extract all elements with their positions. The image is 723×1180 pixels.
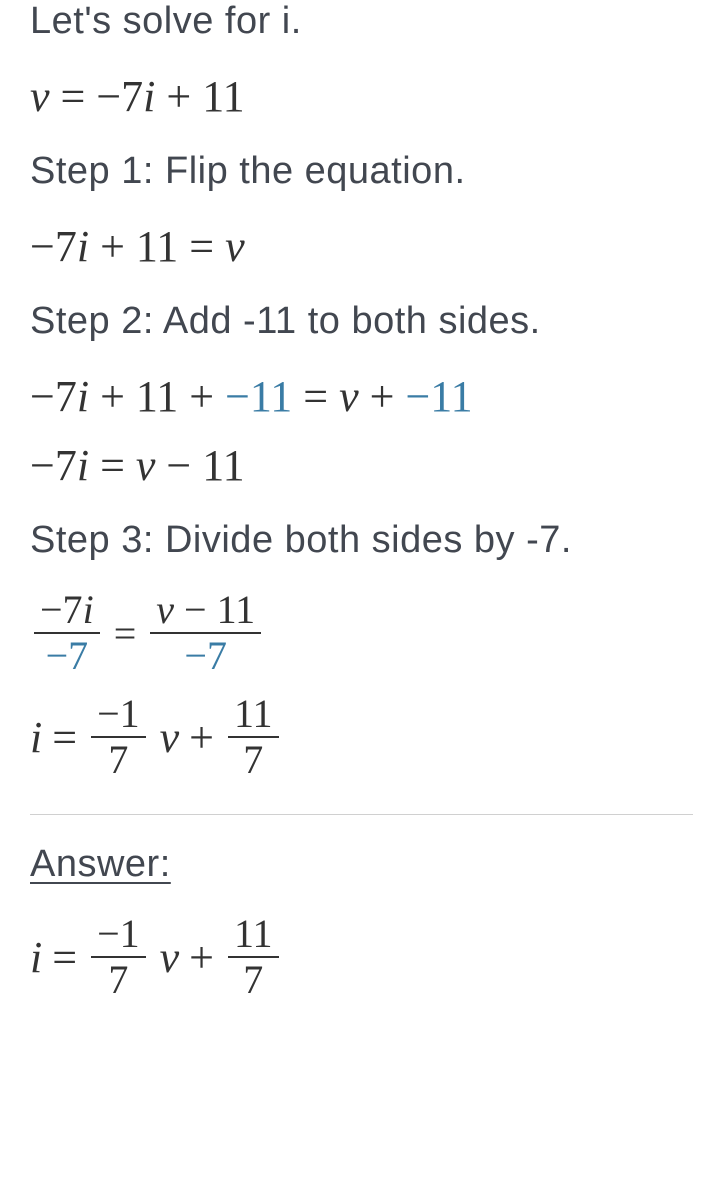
s3e1-frac2-num: v − 11 — [150, 590, 261, 634]
step3-equation1: −7i −7 = v − 11 −7 — [30, 590, 693, 676]
s3e2-v2: v — [160, 712, 180, 763]
s1-p1: −7 — [30, 222, 77, 271]
s3e1-frac1: −7i −7 — [34, 590, 100, 676]
ans-frac1-den: 7 — [91, 958, 146, 1000]
var-v: v — [30, 72, 50, 121]
ans-frac2: 11 7 — [228, 914, 279, 1000]
eq-text — [50, 72, 61, 121]
s1-v1: i — [77, 222, 89, 271]
s3e1-f2n-v: v — [156, 587, 174, 632]
s1-v2: v — [225, 222, 245, 271]
s3e2-frac2-den: 7 — [228, 738, 279, 780]
s2e2-v1: i — [77, 441, 89, 490]
ans-frac2-den: 7 — [228, 958, 279, 1000]
s3e2-frac2: 11 7 — [228, 694, 279, 780]
divider — [30, 814, 693, 815]
intro-text: Let's solve for i. — [30, 0, 693, 43]
eq-rhs-tail: + 11 — [155, 72, 244, 121]
s2e2-p1: −7 — [30, 441, 77, 490]
s3e2-frac1-num: −1 — [91, 694, 146, 738]
s2e2-v2: v — [136, 441, 156, 490]
s2e1-p4: + — [359, 372, 406, 421]
s3e1-frac1-num: −7i — [34, 590, 100, 634]
s3e1-frac2: v − 11 −7 — [150, 590, 261, 676]
s2e2-p2: = — [89, 441, 136, 490]
answer-equation: i = −1 7 v + 11 7 — [30, 914, 693, 1000]
ans-v2: v — [160, 932, 180, 983]
s3e2-p1: = — [52, 712, 77, 763]
s2e1-v1: i — [77, 372, 89, 421]
s1-p2: + 11 = — [89, 222, 225, 271]
s3e1-f1n-p1: −7 — [40, 587, 83, 632]
ans-v1: i — [30, 932, 42, 983]
s3e1-frac2-den: −7 — [150, 634, 261, 676]
s2e1-p3: = — [292, 372, 339, 421]
step3-equation2: i = −1 7 v + 11 7 — [30, 694, 693, 780]
var-i: i — [143, 72, 155, 121]
s2e1-p1: −7 — [30, 372, 77, 421]
s3e2-frac2-num: 11 — [228, 694, 279, 738]
s2e1-p2: + 11 + — [89, 372, 225, 421]
s3e1-eq: = — [114, 610, 137, 657]
s2e1-accent1: −11 — [225, 372, 292, 421]
answer-heading: Answer: — [30, 843, 693, 886]
s2e1-accent2: −11 — [405, 372, 472, 421]
step3-label: Step 3: Divide both sides by -7. — [30, 519, 693, 562]
eq-rhs1: = −7 — [61, 72, 144, 121]
s3e1-f1n-v: i — [83, 587, 94, 632]
ans-frac1-num: −1 — [91, 914, 146, 958]
s2e2-p3: − 11 — [155, 441, 244, 490]
s3e2-v1: i — [30, 712, 42, 763]
step2-equation2: −7i = v − 11 — [30, 440, 693, 491]
ans-p1: = — [52, 932, 77, 983]
ans-frac2-num: 11 — [228, 914, 279, 958]
s3e2-p2: + — [189, 712, 214, 763]
step2-equation1: −7i + 11 + −11 = v + −11 — [30, 371, 693, 422]
ans-p2: + — [189, 932, 214, 983]
step2-label: Step 2: Add -11 to both sides. — [30, 300, 693, 343]
s2e1-v2: v — [339, 372, 359, 421]
s3e2-frac1: −1 7 — [91, 694, 146, 780]
initial-equation: v = −7i + 11 — [30, 71, 693, 122]
s3e2-frac1-den: 7 — [91, 738, 146, 780]
step1-equation: −7i + 11 = v — [30, 221, 693, 272]
s3e1-frac1-den: −7 — [34, 634, 100, 676]
s3e1-f2n-p: − 11 — [174, 587, 255, 632]
ans-frac1: −1 7 — [91, 914, 146, 1000]
step1-label: Step 1: Flip the equation. — [30, 150, 693, 193]
